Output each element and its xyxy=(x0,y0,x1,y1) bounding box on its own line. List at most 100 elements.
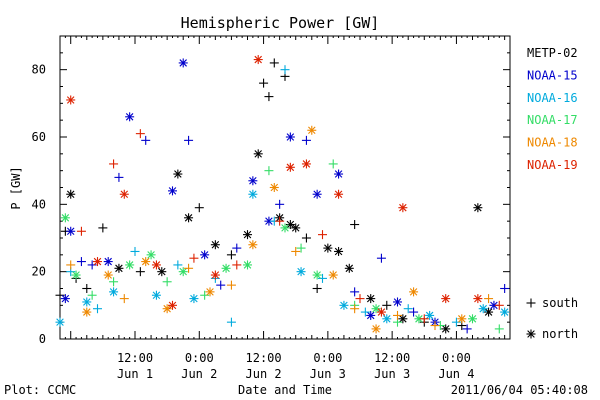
data-point-north xyxy=(55,317,65,327)
data-point-south xyxy=(403,304,413,314)
data-point-north xyxy=(146,250,156,260)
data-point-north xyxy=(398,314,408,324)
data-point-north xyxy=(478,304,488,314)
data-point-north xyxy=(253,55,263,65)
data-point-south xyxy=(226,250,236,260)
y-tick-label: 80 xyxy=(32,63,46,77)
data-point-north xyxy=(457,314,467,324)
data-point-north xyxy=(200,250,210,260)
data-point-south xyxy=(55,290,65,300)
data-point-south xyxy=(430,321,440,331)
y-tick-label: 0 xyxy=(39,332,46,346)
data-point-north xyxy=(425,310,435,320)
data-point-south xyxy=(318,230,327,240)
data-point-north xyxy=(296,267,306,277)
chart-title: Hemispheric Power [GW] xyxy=(181,14,380,32)
data-point-north xyxy=(119,189,129,199)
data-point-north xyxy=(109,287,119,297)
data-point-north xyxy=(141,257,151,267)
data-point-south xyxy=(184,263,194,273)
data-point-north xyxy=(312,270,322,280)
data-point-south xyxy=(93,304,102,314)
data-point-south xyxy=(360,307,370,317)
data-point-south xyxy=(82,284,92,293)
legend-entry: NOAA-17 xyxy=(527,113,578,127)
data-point-north xyxy=(103,257,113,267)
data-point-south xyxy=(500,284,510,293)
x-axis: 12:00 Jun 1 0:00 Jun 2 12:00 Jun 2 0:00 Jun 3 12… xyxy=(59,36,511,381)
data-point-north xyxy=(60,294,70,304)
data-point-south xyxy=(226,317,236,327)
data-point-north xyxy=(253,149,263,159)
legend-symbol-label: south xyxy=(542,296,578,310)
data-point-north xyxy=(205,287,215,297)
data-point-south xyxy=(264,92,274,102)
data-point-north xyxy=(398,203,408,213)
data-point-north xyxy=(168,186,177,196)
y-axis-label: P [GW] xyxy=(9,166,23,209)
data-point-south xyxy=(269,58,279,68)
data-point-south xyxy=(173,260,183,270)
data-point-south xyxy=(109,277,119,287)
data-point-north xyxy=(323,243,333,253)
data-point-south xyxy=(350,287,360,297)
symbol-legend: south north xyxy=(526,296,578,341)
data-point-north xyxy=(473,294,483,304)
data-points xyxy=(55,55,510,334)
data-point-north xyxy=(344,263,354,273)
x-tick-label-time: 12:00 xyxy=(117,351,153,365)
data-point-south xyxy=(109,159,119,169)
data-point-south xyxy=(76,257,86,267)
data-point-north xyxy=(173,169,183,179)
data-point-north xyxy=(221,263,231,273)
data-point-north xyxy=(376,307,386,317)
y-tick-label: 20 xyxy=(32,265,46,279)
legend-entry: NOAA-19 xyxy=(527,158,578,172)
data-point-south xyxy=(393,310,402,320)
data-point-south xyxy=(312,284,322,293)
data-point-north xyxy=(66,226,76,236)
data-point-south xyxy=(494,324,504,334)
data-point-south xyxy=(318,273,327,283)
data-point-north xyxy=(178,58,188,68)
data-point-south xyxy=(87,290,97,300)
legend-symbol-asterisk xyxy=(526,329,536,339)
x-tick-label-time: 0:00 xyxy=(313,351,342,365)
series-legend: METP-02 NOAA-15 NOAA-16 NOAA-17 NOAA-18 NOAA-… xyxy=(527,46,578,172)
footer-credit: Plot: CCMC xyxy=(4,383,76,397)
data-point-north xyxy=(334,169,344,179)
data-point-south xyxy=(114,172,124,182)
data-point-north xyxy=(151,290,161,300)
data-point-south xyxy=(382,300,392,310)
data-point-south xyxy=(350,304,360,314)
data-point-north xyxy=(248,189,258,199)
data-point-south xyxy=(280,65,290,75)
data-point-north xyxy=(66,189,76,199)
data-point-north xyxy=(60,213,70,223)
y-tick-label: 60 xyxy=(32,130,46,144)
data-point-north xyxy=(366,310,376,320)
data-point-south xyxy=(162,277,172,287)
x-tick-label-time: 0:00 xyxy=(185,351,214,365)
data-point-north xyxy=(71,270,81,280)
data-point-north xyxy=(312,189,322,199)
data-point-north xyxy=(189,294,199,304)
data-point-north xyxy=(243,260,252,270)
data-point-south xyxy=(232,243,242,253)
data-point-north xyxy=(280,223,290,233)
y-tick-label: 40 xyxy=(32,197,46,211)
data-point-north xyxy=(82,297,92,307)
data-point-north xyxy=(334,246,344,256)
x-tick-label-day: Jun 3 xyxy=(310,367,346,381)
data-point-south xyxy=(194,203,204,213)
data-point-north xyxy=(500,307,510,317)
data-point-north xyxy=(210,270,220,280)
data-point-south xyxy=(87,260,97,270)
data-point-south xyxy=(130,246,140,256)
x-axis-label: Date and Time xyxy=(238,383,332,397)
x-tick-label-time: 12:00 xyxy=(374,351,410,365)
legend-entry: NOAA-16 xyxy=(527,91,578,105)
data-point-north xyxy=(243,230,252,240)
data-point-south xyxy=(301,233,311,243)
